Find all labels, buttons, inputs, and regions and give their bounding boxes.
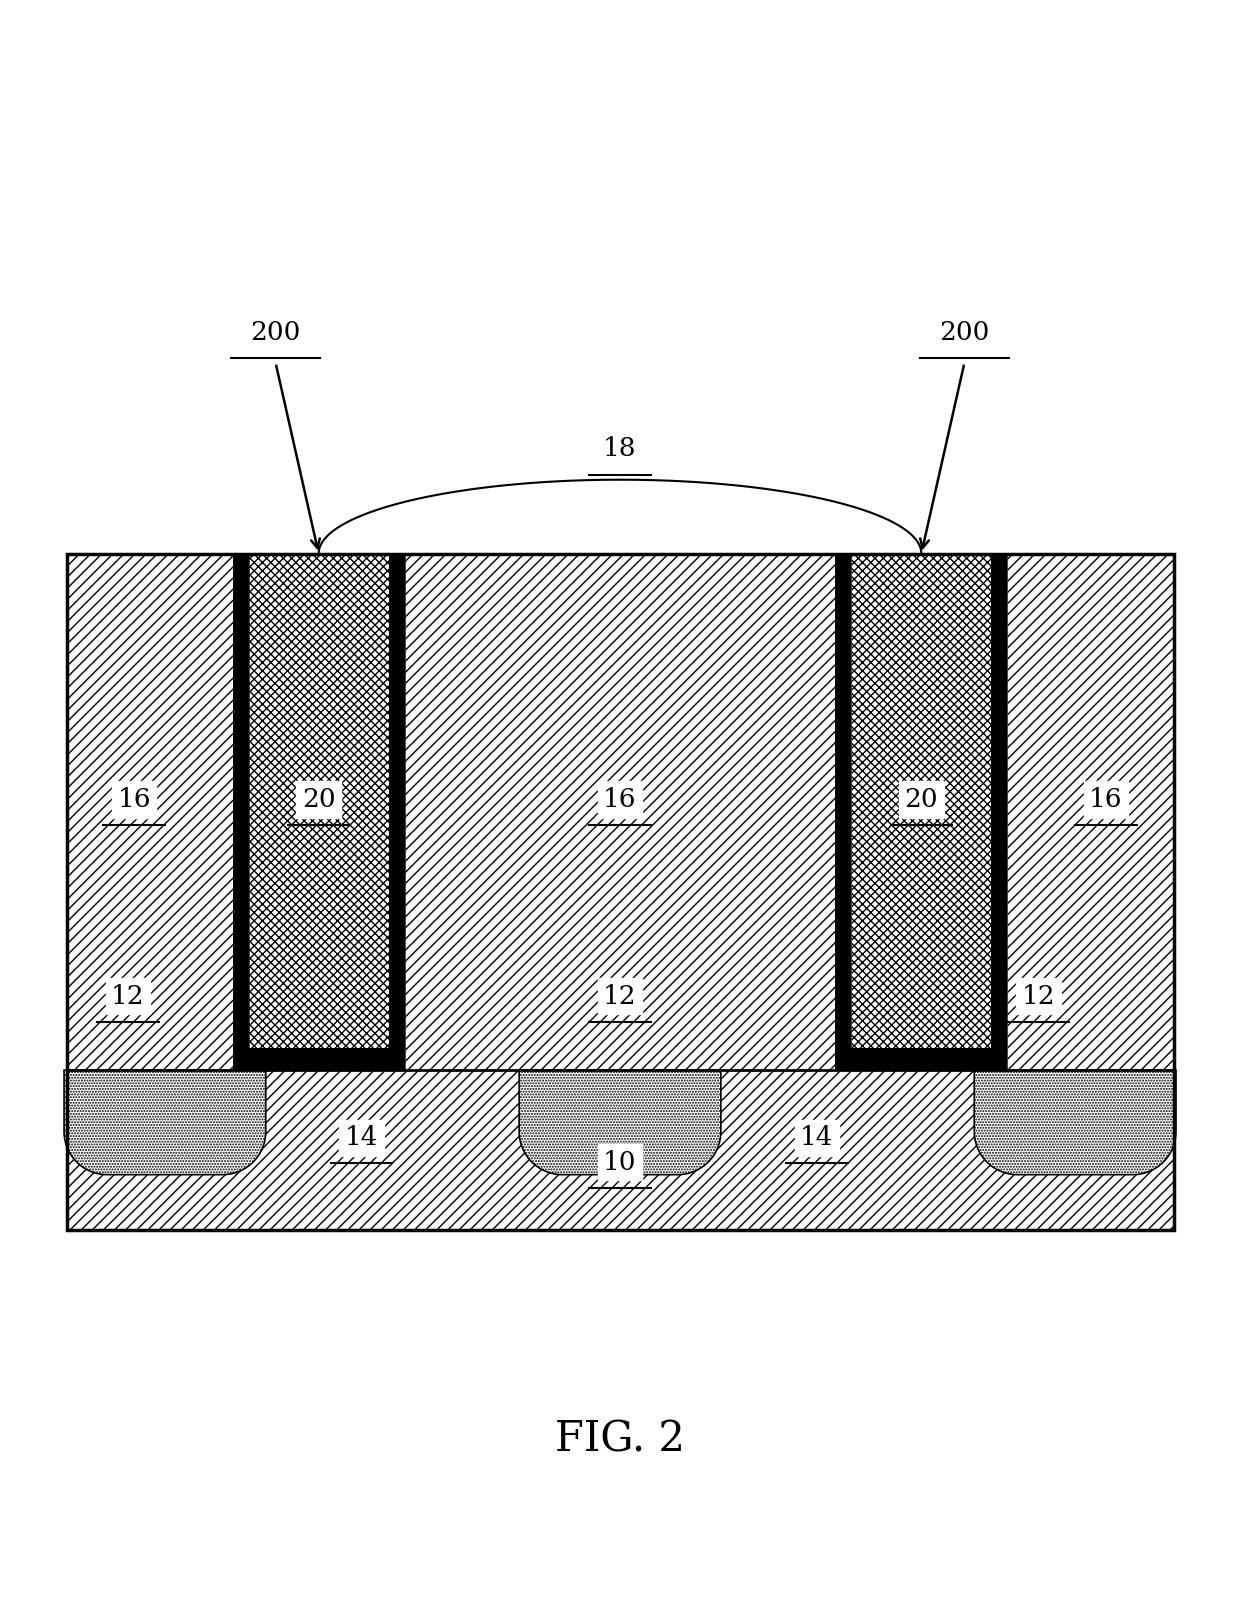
Text: 16: 16 xyxy=(603,787,637,812)
Text: 200: 200 xyxy=(939,320,990,345)
PathPatch shape xyxy=(975,1070,1176,1175)
Text: 12: 12 xyxy=(603,983,637,1009)
Text: 16: 16 xyxy=(118,787,151,812)
Text: 200: 200 xyxy=(250,320,301,345)
Bar xyxy=(389,553,404,1047)
Text: 12: 12 xyxy=(1022,983,1055,1009)
Bar xyxy=(404,553,836,1070)
Bar xyxy=(836,1047,1007,1070)
Text: 14: 14 xyxy=(800,1126,833,1150)
Bar xyxy=(851,553,992,1047)
Text: 20: 20 xyxy=(904,787,939,812)
Bar xyxy=(836,553,851,1047)
Bar xyxy=(233,1047,404,1070)
Text: FIG. 2: FIG. 2 xyxy=(556,1418,684,1460)
Text: 14: 14 xyxy=(345,1126,378,1150)
Text: 12: 12 xyxy=(112,983,145,1009)
Bar xyxy=(67,1070,1173,1230)
Bar xyxy=(1007,553,1173,1070)
PathPatch shape xyxy=(520,1070,720,1175)
Bar xyxy=(67,553,1173,1230)
Text: 18: 18 xyxy=(603,437,637,462)
Text: 16: 16 xyxy=(1089,787,1122,812)
Bar xyxy=(992,553,1007,1047)
PathPatch shape xyxy=(64,1070,265,1175)
Bar xyxy=(233,553,248,1047)
Bar xyxy=(67,553,233,1070)
Bar xyxy=(248,553,389,1047)
Text: 10: 10 xyxy=(603,1150,637,1175)
Text: 20: 20 xyxy=(301,787,336,812)
